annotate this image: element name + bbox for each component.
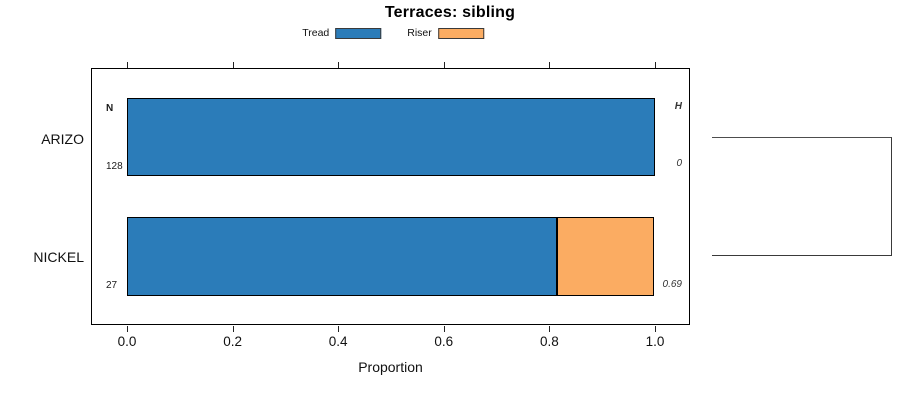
x-tick-label: 0.4: [328, 334, 348, 349]
bar-segment-riser-nickel: [556, 216, 655, 296]
x-tick-top: [338, 62, 340, 68]
h-value-arizo: 0: [676, 158, 682, 169]
dendrogram-bracket: [712, 137, 892, 256]
x-tick-top: [443, 62, 445, 68]
x-tick-bottom: [338, 326, 340, 332]
n-value-nickel: 27: [106, 280, 118, 291]
x-tick-bottom: [549, 326, 551, 332]
h-column-header: H: [674, 101, 682, 112]
chart-title: Terraces: sibling: [384, 4, 516, 21]
tread-color-swatch: [335, 27, 382, 39]
x-tick-label: 0.0: [117, 334, 137, 349]
legend-label-riser: Riser: [407, 27, 432, 39]
legend-item-tread: Tread: [302, 27, 382, 39]
x-tick-top: [232, 62, 234, 68]
category-label-nickel: NICKEL: [33, 249, 84, 265]
bar-segment-tread-nickel: [126, 216, 557, 296]
x-tick-top: [127, 62, 128, 68]
x-tick-bottom: [232, 326, 234, 332]
x-tick-bottom: [443, 326, 445, 332]
bar-row-arizo: [126, 97, 655, 176]
x-tick-top: [655, 62, 656, 68]
x-tick-bottom: [127, 326, 128, 332]
legend-item-riser: Riser: [407, 27, 484, 39]
h-value-nickel: 0.69: [662, 279, 682, 290]
bar-row-nickel: [126, 216, 655, 296]
x-tick-top: [549, 62, 551, 68]
bar-segment-tread-arizo: [126, 97, 655, 176]
category-label-arizo: ARIZO: [41, 131, 84, 147]
legend-label-tread: Tread: [302, 27, 330, 39]
riser-color-swatch: [437, 27, 484, 39]
n-value-arizo: 128: [106, 161, 123, 172]
x-tick-label: 0.8: [540, 334, 559, 349]
plot-area: N H 128 0 27 0.69: [91, 68, 690, 325]
n-column-header: N: [106, 103, 114, 114]
x-tick-label: 0.2: [223, 334, 242, 349]
x-tick-bottom: [655, 326, 656, 332]
x-tick-label: 0.6: [434, 334, 454, 349]
x-tick-label: 1.0: [645, 334, 665, 349]
legend: Tread Riser: [302, 27, 484, 39]
x-axis-title: Proportion: [358, 359, 423, 375]
